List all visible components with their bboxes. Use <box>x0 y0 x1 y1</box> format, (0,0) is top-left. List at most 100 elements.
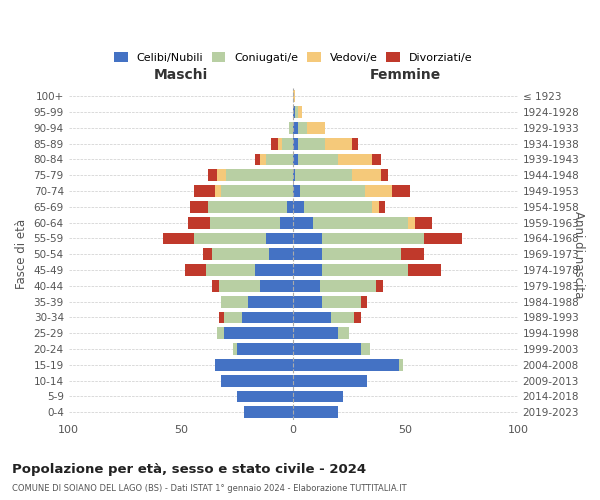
Bar <box>255 154 260 166</box>
Bar <box>215 359 293 371</box>
Bar <box>293 343 361 355</box>
Text: Popolazione per età, sesso e stato civile - 2024: Popolazione per età, sesso e stato civil… <box>12 462 366 475</box>
Bar <box>293 296 322 308</box>
Bar <box>293 390 343 402</box>
Bar <box>194 232 266 244</box>
Bar <box>293 280 320 292</box>
Bar <box>401 248 424 260</box>
Bar <box>212 248 269 260</box>
Bar <box>376 280 383 292</box>
Bar <box>408 216 415 228</box>
Bar <box>365 185 392 197</box>
Bar <box>293 359 399 371</box>
Bar <box>217 170 226 181</box>
Bar <box>322 264 408 276</box>
Bar <box>352 138 358 149</box>
Bar <box>242 312 293 324</box>
Bar <box>224 328 293 339</box>
Bar <box>295 106 298 118</box>
Bar <box>354 312 361 324</box>
Legend: Celibi/Nubili, Coniugati/e, Vedovi/e, Divorziati/e: Celibi/Nubili, Coniugati/e, Vedovi/e, Di… <box>110 48 476 67</box>
Bar <box>372 201 379 213</box>
Bar <box>295 170 352 181</box>
Bar <box>293 264 322 276</box>
Bar <box>293 312 331 324</box>
Text: Maschi: Maschi <box>154 68 208 82</box>
Bar <box>293 374 367 386</box>
Bar <box>298 106 302 118</box>
Bar <box>215 185 221 197</box>
Bar <box>298 122 307 134</box>
Bar <box>322 248 401 260</box>
Bar <box>372 154 381 166</box>
Bar <box>293 170 295 181</box>
Bar <box>208 201 287 213</box>
Bar <box>293 216 313 228</box>
Bar <box>287 201 293 213</box>
Bar <box>244 406 293 418</box>
Bar <box>260 154 266 166</box>
Bar <box>298 154 338 166</box>
Bar <box>304 201 372 213</box>
Bar <box>188 216 210 228</box>
Bar <box>392 185 410 197</box>
Bar <box>293 201 304 213</box>
Bar <box>255 264 293 276</box>
Bar <box>415 216 433 228</box>
Bar <box>208 170 217 181</box>
Bar <box>322 232 424 244</box>
Bar <box>322 296 361 308</box>
Bar <box>293 154 298 166</box>
Bar <box>280 216 293 228</box>
Bar <box>293 138 298 149</box>
Bar <box>224 312 242 324</box>
Bar <box>233 343 237 355</box>
Bar <box>338 328 349 339</box>
Bar <box>379 201 385 213</box>
Bar <box>361 296 367 308</box>
Text: COMUNE DI SOIANO DEL LAGO (BS) - Dati ISTAT 1° gennaio 2024 - Elaborazione TUTTI: COMUNE DI SOIANO DEL LAGO (BS) - Dati IS… <box>12 484 407 493</box>
Bar <box>163 232 194 244</box>
Bar <box>293 106 295 118</box>
Y-axis label: Anni di nascita: Anni di nascita <box>572 210 585 298</box>
Bar <box>266 154 293 166</box>
Bar <box>298 138 325 149</box>
Bar <box>381 170 388 181</box>
Bar <box>212 280 219 292</box>
Y-axis label: Fasce di età: Fasce di età <box>15 219 28 290</box>
Bar <box>248 296 293 308</box>
Bar <box>282 138 293 149</box>
Bar <box>293 122 298 134</box>
Bar <box>352 170 381 181</box>
Bar <box>203 248 212 260</box>
Bar <box>278 138 282 149</box>
Bar <box>237 343 293 355</box>
Bar <box>293 232 322 244</box>
Bar <box>424 232 461 244</box>
Bar <box>338 154 372 166</box>
Text: Femmine: Femmine <box>370 68 441 82</box>
Bar <box>320 280 376 292</box>
Bar <box>408 264 442 276</box>
Bar <box>221 296 248 308</box>
Bar <box>266 232 293 244</box>
Bar <box>269 248 293 260</box>
Bar <box>325 138 352 149</box>
Bar <box>313 216 408 228</box>
Bar <box>300 185 365 197</box>
Bar <box>289 122 293 134</box>
Bar <box>307 122 325 134</box>
Bar <box>221 374 293 386</box>
Bar <box>361 343 370 355</box>
Bar <box>190 201 208 213</box>
Bar <box>217 328 224 339</box>
Bar <box>399 359 403 371</box>
Bar <box>331 312 354 324</box>
Bar <box>271 138 278 149</box>
Bar <box>219 280 260 292</box>
Bar <box>237 390 293 402</box>
Bar <box>219 312 224 324</box>
Bar <box>293 185 300 197</box>
Bar <box>206 264 255 276</box>
Bar <box>260 280 293 292</box>
